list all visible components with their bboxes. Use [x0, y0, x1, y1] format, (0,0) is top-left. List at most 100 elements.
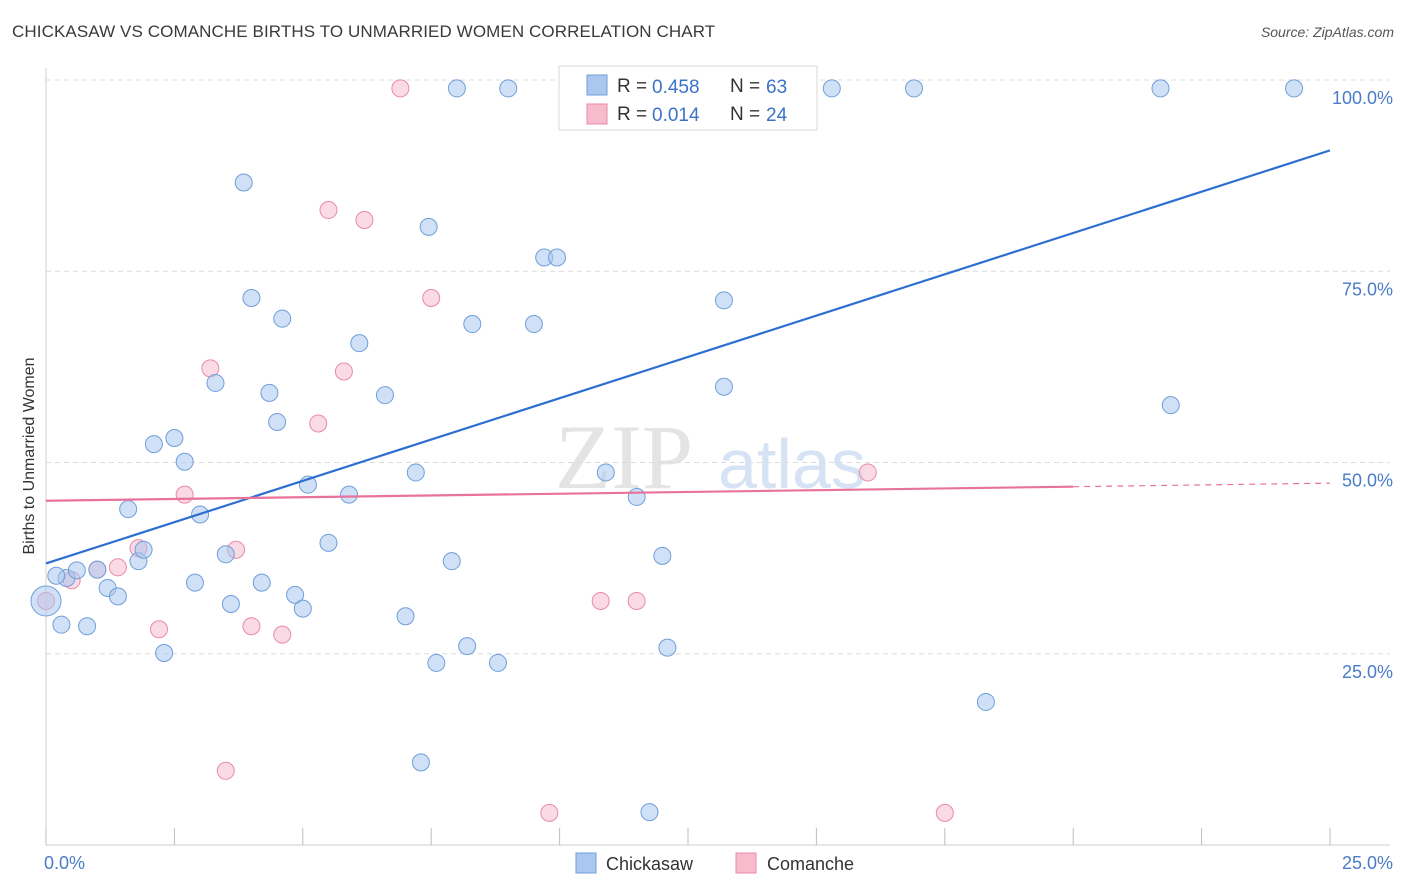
chickasaw-point: [234, 173, 253, 192]
chickasaw-point: [52, 615, 71, 634]
chickasaw-point: [206, 373, 225, 392]
chickasaw-point: [447, 79, 466, 98]
chickasaw-point: [47, 566, 66, 585]
chickasaw-point: [822, 79, 841, 98]
chickasaw-point: [30, 585, 62, 617]
legend-chickasaw-label: Chickasaw: [606, 854, 694, 874]
y-tick-label: 100.0%: [1332, 88, 1393, 108]
chickasaw-point: [78, 617, 97, 636]
chickasaw-point: [653, 546, 672, 565]
comanche-point: [149, 620, 168, 639]
chickasaw-point: [411, 753, 430, 772]
comanche-point: [355, 210, 374, 229]
gridlines: [46, 79, 1390, 655]
chickasaw-point: [396, 607, 415, 626]
chickasaw-point: [375, 386, 394, 405]
comanche-trend-line: [45, 485, 1074, 502]
stats-legend: R = 0.458 N = 63 R = 0.014 N = 24: [558, 65, 818, 131]
y-tick-label: 75.0%: [1342, 279, 1393, 299]
legend-r-label-1: R =: [617, 76, 647, 97]
comanche-point: [627, 591, 646, 610]
chickasaw-point: [165, 429, 184, 448]
legend-r-label-2: R =: [617, 104, 647, 125]
chickasaw-point: [976, 692, 995, 711]
comanche-point: [108, 558, 127, 577]
chickasaw-point: [714, 377, 733, 396]
chickasaw-point: [714, 291, 733, 310]
comanche-point: [391, 79, 410, 98]
chickasaw-point: [419, 217, 438, 236]
chickasaw-point: [67, 561, 86, 580]
chickasaw-point: [1161, 396, 1180, 415]
legend-comanche-swatch: [735, 852, 757, 874]
chickasaw-point: [185, 573, 204, 592]
legend-n-label-1: N =: [730, 76, 760, 97]
chickasaw-point: [216, 545, 235, 564]
chickasaw-point: [458, 637, 477, 656]
y-tick-label: 50.0%: [1342, 471, 1393, 491]
chickasaw-point: [488, 653, 507, 672]
chickasaw-point: [221, 595, 240, 614]
chickasaw-point: [640, 803, 659, 822]
trend-lines: [45, 149, 1331, 565]
comanche-point: [540, 803, 559, 822]
comanche-point: [242, 617, 261, 636]
comanche-point: [858, 463, 877, 482]
chickasaw-point: [596, 463, 615, 482]
chickasaw-point: [904, 79, 923, 98]
legend-n-value-1: 63: [766, 77, 787, 98]
chickasaw-point: [658, 638, 677, 657]
chickasaw-point: [1151, 79, 1170, 98]
chickasaw-point: [463, 315, 482, 334]
comanche-point: [334, 362, 353, 381]
comanche-point: [309, 414, 328, 433]
chickasaw-point: [175, 452, 194, 471]
legend-r-value-2: 0.014: [652, 105, 700, 126]
legend-chickasaw-swatch: [575, 852, 597, 874]
chickasaw-point: [524, 315, 543, 334]
chickasaw-point: [273, 309, 292, 328]
chickasaw-point: [627, 487, 646, 506]
chickasaw-point: [293, 599, 312, 618]
comanche-point: [175, 485, 194, 504]
legend-r-value-1: 0.458: [652, 77, 700, 98]
axes: [45, 68, 1390, 846]
chickasaw-point: [119, 500, 138, 519]
x-tick-label: 0.0%: [44, 853, 85, 873]
chickasaw-point: [548, 248, 567, 267]
chickasaw-point: [442, 552, 461, 571]
chickasaw-point: [406, 463, 425, 482]
comanche-point: [591, 591, 610, 610]
series-legend: Chickasaw Comanche: [575, 852, 854, 874]
chickasaw-point: [252, 573, 271, 592]
chickasaw-point: [1285, 79, 1304, 98]
legend-n-value-2: 24: [766, 105, 788, 126]
chickasaw-point: [340, 485, 359, 504]
chickasaw-point: [88, 560, 107, 579]
comanche-point: [319, 201, 338, 220]
chickasaw-swatch: [586, 74, 608, 96]
chickasaw-point: [242, 289, 261, 308]
chickasaw-point: [427, 653, 446, 672]
y-axis-label: Births to Unmarried Women: [21, 357, 38, 554]
chickasaw-point: [286, 585, 305, 604]
chickasaw-point: [155, 643, 174, 662]
x-tick-label: 25.0%: [1342, 853, 1393, 873]
chickasaw-trend-line: [45, 149, 1331, 565]
comanche-trend-extension: [1073, 482, 1331, 488]
y-tick-label: 25.0%: [1342, 662, 1393, 682]
comanche-point: [422, 289, 441, 308]
chickasaw-point: [144, 435, 163, 454]
chickasaw-point: [108, 587, 127, 606]
chickasaw-point: [319, 533, 338, 552]
chickasaw-point: [350, 334, 369, 353]
legend-comanche-label: Comanche: [767, 854, 854, 874]
comanche-point: [216, 761, 235, 780]
comanche-point: [935, 803, 954, 822]
chickasaw-point: [134, 540, 153, 559]
comanche-swatch: [586, 103, 608, 125]
chickasaw-point: [260, 383, 279, 402]
chickasaw-point: [499, 79, 518, 98]
comanche-point: [273, 625, 292, 644]
